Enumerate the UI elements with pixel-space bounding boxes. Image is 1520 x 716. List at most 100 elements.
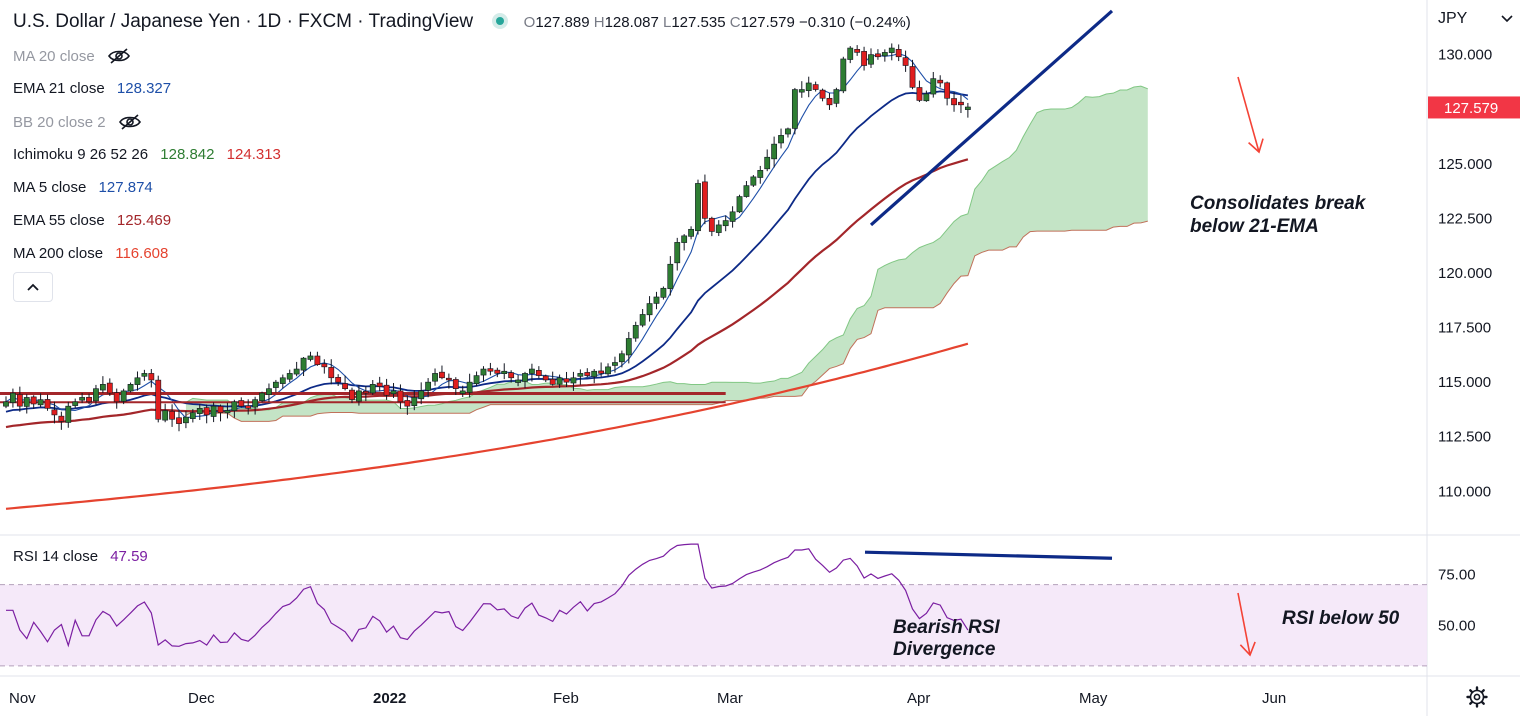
candle-body bbox=[736, 196, 743, 213]
symbol-name[interactable]: U.S. Dollar / Japanese Yen bbox=[13, 11, 241, 32]
candle-body bbox=[674, 242, 681, 264]
candle-body bbox=[65, 405, 72, 423]
legend-ema55[interactable]: EMA 55 close 125.469 bbox=[13, 212, 179, 229]
rsi-line bbox=[6, 543, 969, 648]
legend-ma200[interactable]: MA 200 close 116.608 bbox=[13, 245, 176, 262]
chevron-down-icon[interactable] bbox=[1500, 12, 1514, 24]
candle-body bbox=[937, 79, 944, 84]
candle-body bbox=[245, 405, 252, 409]
candle-body bbox=[605, 366, 611, 375]
candle-body bbox=[356, 390, 362, 402]
candle-body bbox=[902, 57, 909, 66]
candle-body bbox=[176, 417, 182, 424]
candle-body bbox=[916, 87, 923, 101]
price-tick-label: 130.000 bbox=[1438, 47, 1492, 64]
legend-value-1: 128.842 bbox=[160, 146, 215, 163]
cloud-fill bbox=[185, 86, 1148, 422]
candle-body bbox=[833, 89, 840, 104]
last-price-tag bbox=[1428, 96, 1520, 119]
rsi-divergence-line bbox=[864, 550, 1113, 560]
candle-body bbox=[764, 156, 771, 170]
candle-body bbox=[266, 388, 272, 395]
candle-body bbox=[930, 78, 937, 95]
trendline-upper bbox=[869, 9, 1114, 227]
gear-icon[interactable] bbox=[1466, 686, 1488, 708]
legend-label: MA 20 close bbox=[13, 48, 95, 65]
legend-ma20[interactable]: MA 20 close bbox=[13, 47, 131, 65]
candle-body bbox=[625, 338, 632, 356]
legend-ma5[interactable]: MA 5 close 127.874 bbox=[13, 179, 161, 196]
candle-body bbox=[369, 384, 376, 394]
candle-body bbox=[10, 392, 16, 403]
candle-body bbox=[155, 379, 162, 420]
symbol-header[interactable]: U.S. Dollar / Japanese Yen · 1D · FXCM ·… bbox=[13, 11, 911, 33]
change-value: −0.310 (−0.24%) bbox=[799, 14, 911, 31]
annotation-rsi-below-50: RSI below 50 bbox=[1282, 608, 1400, 629]
rsi-down-arrow-shaft bbox=[1237, 592, 1251, 656]
candle-body bbox=[826, 97, 833, 106]
candle-body bbox=[335, 377, 342, 383]
rsi-down-arrow-head bbox=[1239, 641, 1256, 657]
candle-body bbox=[383, 384, 390, 396]
candle-body bbox=[203, 407, 210, 416]
candle-body bbox=[99, 384, 106, 391]
eye-off-icon[interactable] bbox=[107, 47, 131, 65]
candles bbox=[3, 43, 971, 432]
candle-body bbox=[819, 89, 826, 99]
legend-ema21[interactable]: EMA 21 close 128.327 bbox=[13, 80, 179, 97]
candle-body bbox=[771, 143, 778, 160]
price-down-arrow-head bbox=[1248, 138, 1264, 154]
candle-body bbox=[785, 128, 791, 135]
legend-bb20[interactable]: BB 20 close 2 bbox=[13, 113, 142, 131]
candle-body bbox=[418, 390, 425, 400]
candle-body bbox=[113, 392, 120, 403]
candle-body bbox=[314, 355, 321, 365]
candle-body bbox=[473, 375, 480, 384]
candle-body bbox=[632, 325, 639, 339]
candle-body bbox=[134, 377, 141, 385]
interval[interactable]: 1D bbox=[256, 11, 282, 32]
candle-body bbox=[577, 373, 584, 377]
collapse-legend-button[interactable] bbox=[13, 272, 53, 302]
rsi-line bbox=[6, 543, 969, 648]
candle-body bbox=[231, 401, 238, 411]
candle-body bbox=[445, 377, 452, 381]
candle-body bbox=[847, 47, 854, 60]
candle-body bbox=[148, 373, 155, 381]
candle-body bbox=[549, 378, 556, 385]
candle-body bbox=[681, 235, 688, 243]
candle-body bbox=[210, 405, 217, 417]
candle-body bbox=[805, 82, 812, 91]
candle-body bbox=[791, 89, 798, 129]
candle-body bbox=[127, 384, 134, 392]
eye-off-icon[interactable] bbox=[118, 113, 142, 131]
candle-body bbox=[224, 410, 231, 414]
market-status-icon[interactable] bbox=[492, 13, 509, 29]
legend-rsi[interactable]: RSI 14 close 47.59 bbox=[13, 548, 156, 565]
candle-body bbox=[778, 135, 784, 144]
price-tick-label: 117.500 bbox=[1438, 320, 1491, 337]
candle-body bbox=[93, 388, 99, 402]
candle-body bbox=[3, 401, 9, 407]
time-axis[interactable]: Nov Dec 2022 Feb Mar Apr May Jun bbox=[9, 690, 1286, 707]
sep: · bbox=[245, 11, 252, 32]
time-tick-label: 2022 bbox=[373, 690, 406, 707]
candle-body bbox=[757, 170, 764, 178]
candle-body bbox=[23, 397, 30, 407]
currency-label[interactable]: JPY bbox=[1438, 10, 1468, 27]
price-tick-label: 122.500 bbox=[1438, 210, 1492, 227]
price-axis[interactable]: 110.000 112.500 115.000 117.500 120.000 122.5… bbox=[1428, 47, 1520, 635]
time-tick-label: Mar bbox=[717, 690, 743, 707]
candle-body bbox=[944, 82, 951, 99]
legend-ichimoku[interactable]: Ichimoku 9 26 52 26 128.842 124.313 bbox=[13, 146, 289, 163]
platform: TradingView bbox=[368, 11, 474, 32]
candle-body bbox=[321, 363, 328, 368]
candle-body bbox=[529, 368, 535, 374]
candle-body bbox=[722, 220, 729, 227]
legend-label: MA 200 close bbox=[13, 245, 104, 262]
candle-body bbox=[875, 53, 881, 58]
ohlc-values: O127.889 H128.087 L127.535 C127.579 −0.3… bbox=[524, 14, 911, 31]
candle-body bbox=[861, 51, 867, 66]
candle-body bbox=[120, 390, 127, 402]
